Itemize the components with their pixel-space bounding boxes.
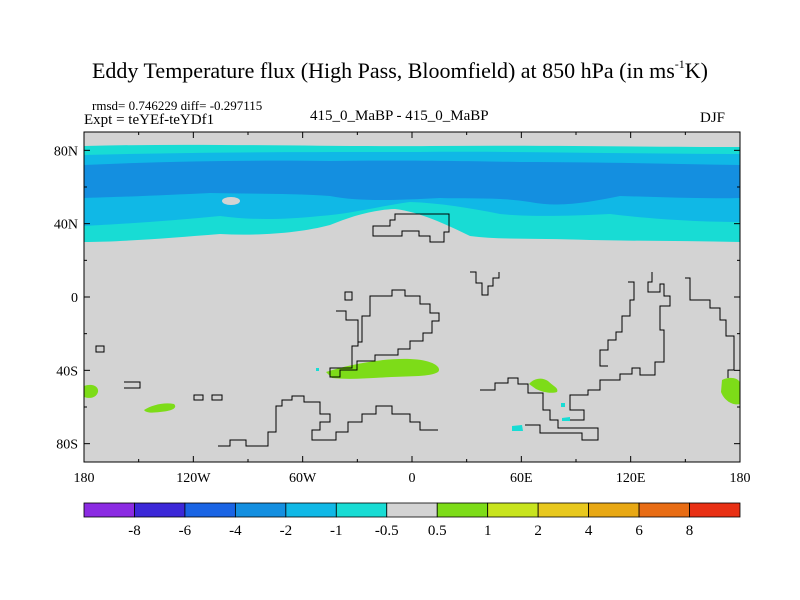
coastline-west: [95, 345, 141, 389]
sh-negative-patch: [561, 403, 565, 407]
colorbar-swatch: [588, 502, 640, 518]
colorbar-label: 0.5: [428, 523, 447, 539]
sh-positive-patch: [84, 384, 99, 398]
sh-positive-patch: [326, 358, 440, 379]
longitude-axis: 180 120W 60W 0 60E 120E 180: [74, 132, 751, 486]
sh-negative-patch: [512, 425, 523, 431]
coastline-south-america: [329, 289, 440, 378]
colorbar-swatch: [436, 502, 489, 518]
colorbar-swatch: [689, 502, 741, 518]
colorbar-label: -4: [229, 523, 242, 539]
colorbar-swatch: [184, 502, 236, 518]
lon-tick-label: 0: [409, 471, 416, 486]
lat-tick-label: 0: [71, 291, 78, 306]
colorbar-swatch: [234, 502, 287, 518]
colorbar-swatch: [487, 502, 539, 518]
lat-tick-label: 40S: [56, 364, 78, 379]
lat-tick-label: 80N: [54, 144, 78, 159]
colorbar-label: 2: [534, 523, 542, 539]
lon-tick-label: 180: [74, 471, 95, 486]
coastline-india: [599, 281, 635, 367]
sh-positive-patch: [529, 378, 558, 393]
colorbar-swatch: [134, 502, 186, 518]
sh-positive-patch: [144, 403, 176, 413]
colorbar-swatch: [386, 502, 438, 518]
coastline-arabia: [470, 271, 500, 296]
colorbar-label: -6: [179, 523, 192, 539]
colorbar-label: 8: [686, 523, 694, 539]
colorbar-label: 6: [635, 523, 643, 539]
latitude-axis: 80N 40N 0 40S 80S: [54, 144, 740, 453]
coastline-australia: [569, 272, 671, 421]
lat-tick-label: 40N: [54, 218, 78, 233]
sh-negative-patch: [562, 417, 570, 421]
colorbar-label: 1: [484, 523, 492, 539]
rmsd-diff-label: rmsd= 0.746229 diff= -0.297115: [92, 98, 263, 113]
simulation-label: 415_0_MaBP - 415_0_MaBP: [310, 108, 489, 124]
lon-tick-label: 120E: [616, 471, 646, 486]
colorbar-label: -0.5: [375, 523, 399, 539]
colorbar-swatch: [638, 502, 690, 518]
colorbar-label: -2: [280, 523, 293, 539]
colorbar-swatch: [335, 502, 388, 518]
lon-tick-label: 120W: [176, 471, 211, 486]
season-label: DJF: [700, 110, 726, 126]
coastline-island: [193, 394, 223, 401]
gray-patch: [222, 197, 240, 205]
sh-negative-patch: [316, 368, 319, 371]
colorbar-swatch: [537, 502, 590, 518]
colorbar-swatch: [285, 502, 337, 518]
coastlines: [95, 213, 735, 447]
nh-core-band: [84, 160, 740, 205]
colorbar-label: 4: [585, 523, 593, 539]
lat-tick-label: 80S: [56, 438, 78, 453]
sh-positive-patch: [721, 377, 740, 405]
colorbar-label: -1: [330, 523, 343, 539]
experiment-label: Expt = teYEf-teYDf1: [84, 112, 215, 128]
coastline-europe: [372, 213, 450, 243]
colorbar: -8 -6 -4 -2 -1 -0.5 0.5 1 2 4 6 8: [83, 502, 741, 539]
colorbar-swatch: [83, 502, 135, 518]
flux-shading: [84, 144, 740, 431]
coastline-africa: [480, 377, 599, 441]
lon-tick-label: 180: [730, 471, 751, 486]
lon-tick-label: 60E: [510, 471, 533, 486]
map-title: Eddy Temperature flux (High Pass, Bloomf…: [91, 56, 708, 83]
colorbar-label: -8: [128, 523, 141, 539]
coastline-antarctica: [218, 395, 438, 447]
lon-tick-label: 60W: [289, 471, 317, 486]
